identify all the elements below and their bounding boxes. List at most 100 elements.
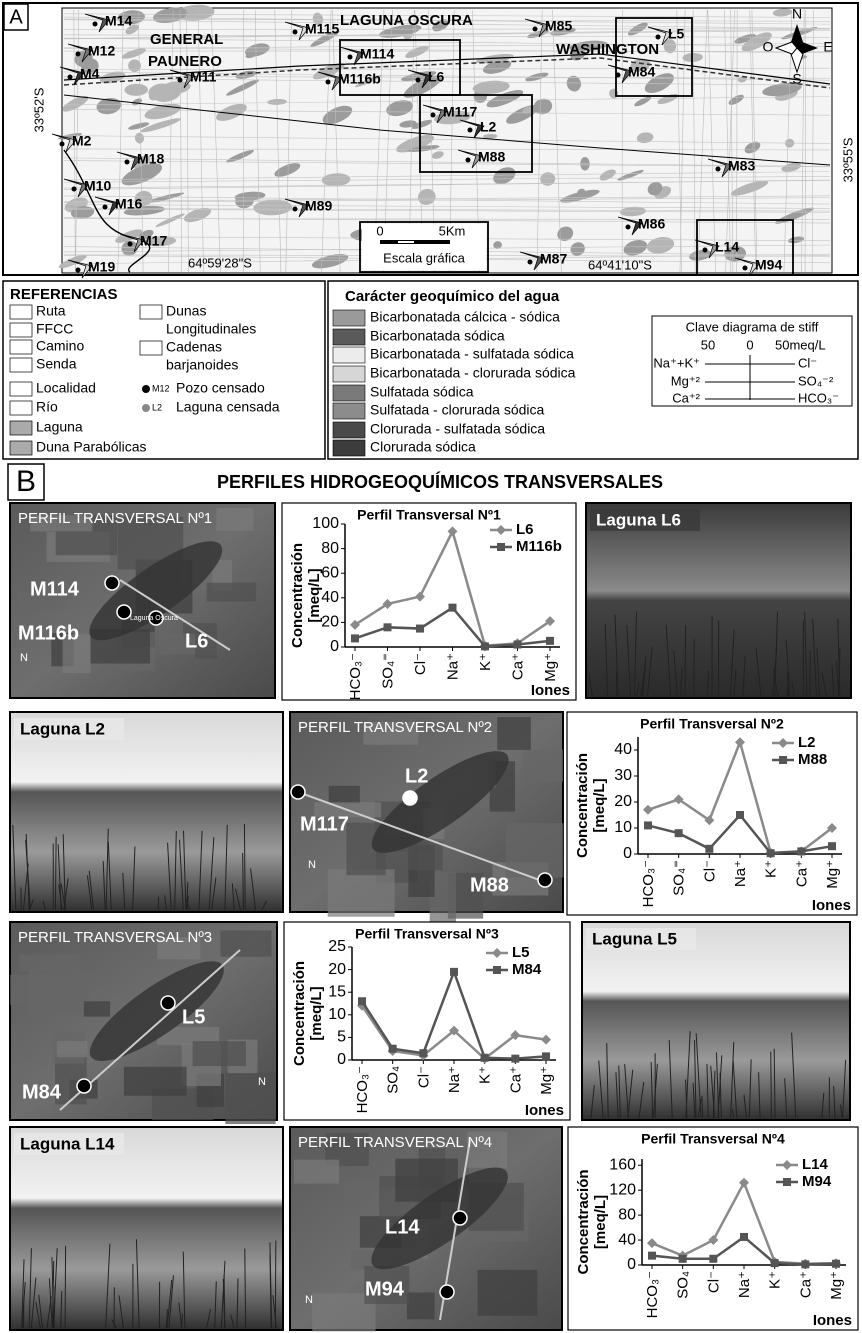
y-tick-label: 10 xyxy=(328,1006,346,1023)
legend-icon xyxy=(10,382,32,396)
x-axis-label: Iones xyxy=(525,1102,564,1119)
scale-bar xyxy=(398,241,414,243)
map-label: M88 xyxy=(478,149,505,165)
data-point xyxy=(736,811,744,819)
sampling-point xyxy=(105,576,119,590)
photo-vegetation xyxy=(771,1052,772,1118)
scale-label: 5Km xyxy=(439,223,466,238)
map-label: M11 xyxy=(190,69,217,85)
data-point xyxy=(705,845,713,853)
well-point xyxy=(76,52,81,57)
profile-label: L2 xyxy=(405,765,428,787)
compass-label: N xyxy=(792,6,802,22)
y-tick-label: 60 xyxy=(321,564,339,581)
legend-item: Camino xyxy=(36,338,84,354)
profile-label: N xyxy=(308,859,316,871)
panel-letter: B xyxy=(16,465,36,498)
profile-label: N xyxy=(20,652,28,664)
field-patch xyxy=(506,823,564,877)
legend-icon xyxy=(10,323,32,337)
well-point xyxy=(293,30,298,35)
legend-item: Localidad xyxy=(36,380,96,396)
compass-label: O xyxy=(763,39,774,55)
profile-label: M116b xyxy=(18,622,79,644)
x-tick-label: HCO₃⁻ xyxy=(347,653,364,700)
scale-label: Escala gráfica xyxy=(383,250,465,265)
photo-vegetation xyxy=(55,837,56,910)
y-axis-label: Concentración xyxy=(575,1169,592,1274)
scale-label: 0 xyxy=(376,223,383,238)
well-point xyxy=(348,55,353,60)
field-patch xyxy=(29,972,89,1012)
data-point xyxy=(832,1260,840,1268)
legend-label: M84 xyxy=(512,961,542,978)
data-point xyxy=(783,1178,791,1186)
legend-icon xyxy=(10,441,32,455)
y-axis-label: Concentración xyxy=(289,543,306,648)
photo-label: Laguna L6 xyxy=(596,510,681,529)
photo-label: Laguna L14 xyxy=(20,1134,115,1153)
data-point xyxy=(481,1054,489,1062)
data-point xyxy=(679,1255,687,1263)
data-point xyxy=(828,842,836,850)
x-tick-label: Ca⁺ xyxy=(793,860,810,887)
sampling-point xyxy=(291,785,305,799)
place-name: GENERAL xyxy=(150,31,223,48)
map-label: M83 xyxy=(728,158,755,174)
x-tick-label: K⁺ xyxy=(767,1271,784,1289)
well-point xyxy=(743,266,748,271)
map-label: M14 xyxy=(105,13,132,29)
legend-item: Bicarbonatada sódica xyxy=(370,328,505,344)
legend-item: Cadenas xyxy=(166,339,222,355)
chart-title: Perfil Transversal Nº3 xyxy=(355,926,499,942)
y-tick-label: 0 xyxy=(627,1256,636,1273)
y-tick-label: 120 xyxy=(609,1181,636,1198)
field-patch xyxy=(84,1001,110,1016)
field-patch xyxy=(408,842,443,870)
legend-item: barjanoides xyxy=(166,357,238,373)
y-tick-label: 30 xyxy=(614,767,632,784)
map-label: M16 xyxy=(115,196,142,212)
well-point xyxy=(703,248,708,253)
coordinate: 33º52'S xyxy=(31,87,46,132)
x-tick-label: K⁺ xyxy=(763,860,780,878)
x-axis-label: Iones xyxy=(813,1312,852,1329)
y-tick-label: 40 xyxy=(321,589,339,606)
chart-title: Perfil Transversal Nº4 xyxy=(641,1131,785,1147)
x-tick-label: Ca⁺ xyxy=(797,1271,814,1298)
well-point xyxy=(293,207,298,212)
legend-icon xyxy=(142,404,150,412)
map-label: M116b xyxy=(338,71,381,87)
data-point xyxy=(416,625,424,633)
map-label: M89 xyxy=(305,198,332,214)
legend-label: L14 xyxy=(802,1156,829,1173)
x-tick-label: SO₄⁼ xyxy=(379,653,396,689)
coordinate: 64º59'28"S xyxy=(188,255,252,270)
well-point xyxy=(93,22,98,27)
data-point xyxy=(767,849,775,857)
stiff-key-label: SO₄⁻² xyxy=(798,373,834,388)
profile-label: L14 xyxy=(385,1216,420,1238)
map-label: M4 xyxy=(80,66,100,82)
field-patch xyxy=(294,1160,339,1184)
field-patch xyxy=(207,583,256,602)
profile-label: M88 xyxy=(470,874,509,896)
y-axis-label: [meq/L] xyxy=(591,778,608,832)
x-tick-label: SO₄ xyxy=(385,1066,402,1094)
y-axis-label: Concentración xyxy=(291,961,308,1066)
profile-label: N xyxy=(305,1294,313,1306)
legend-title: Carácter geoquímico del agua xyxy=(345,288,560,305)
data-point xyxy=(709,1255,717,1263)
legend-swatch xyxy=(333,422,365,438)
y-tick-label: 40 xyxy=(614,741,632,758)
stiff-key-scale: 50 xyxy=(701,337,715,352)
legend-icon-label: M12 xyxy=(152,383,170,393)
legend-item: Bicarbonatada - sulfatada sódica xyxy=(370,346,574,362)
compass-label: S xyxy=(792,71,801,87)
legend-swatch xyxy=(333,329,365,345)
field-patch xyxy=(220,930,271,956)
legend-label: L5 xyxy=(512,944,530,961)
data-point xyxy=(493,966,501,974)
legend-icon xyxy=(10,358,32,372)
map-label: M115 xyxy=(305,21,339,37)
